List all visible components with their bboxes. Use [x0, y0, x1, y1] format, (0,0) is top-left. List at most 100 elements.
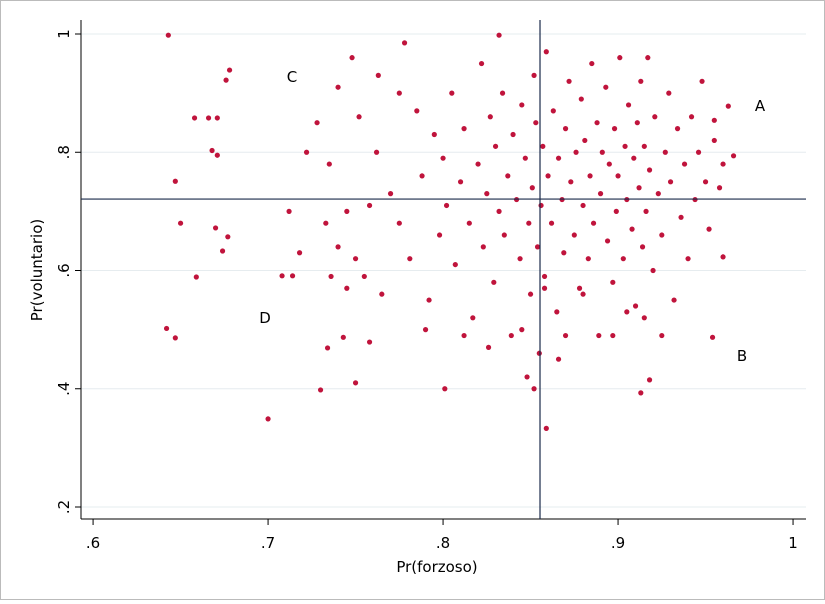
point [452, 261, 458, 268]
point [576, 285, 583, 291]
point [443, 202, 450, 209]
point [361, 273, 367, 280]
point [314, 120, 320, 126]
y-tick-label: .6 [55, 263, 73, 277]
point [662, 149, 668, 155]
point [324, 345, 331, 351]
point [678, 214, 684, 220]
point [349, 55, 355, 61]
point [650, 267, 656, 274]
point [641, 143, 647, 149]
y-tick-label: .8 [55, 145, 73, 159]
point [492, 143, 499, 149]
point [533, 120, 539, 126]
point [646, 167, 653, 173]
point [517, 256, 523, 262]
point [461, 126, 467, 132]
point [457, 179, 464, 185]
point [566, 78, 572, 84]
point [436, 232, 443, 238]
point [655, 191, 661, 197]
point [286, 208, 292, 214]
point [461, 332, 467, 339]
point [699, 78, 705, 84]
point [485, 344, 492, 350]
point [613, 208, 619, 214]
point [352, 380, 359, 386]
point [470, 315, 476, 321]
point [289, 273, 296, 279]
point [191, 115, 198, 121]
point [526, 220, 532, 226]
point [688, 114, 695, 120]
point [571, 232, 577, 238]
point [543, 425, 549, 431]
point [225, 234, 231, 240]
y-tick-label: .4 [55, 382, 73, 396]
point [177, 220, 184, 226]
point [582, 137, 588, 144]
point [480, 244, 486, 250]
point [491, 279, 497, 285]
point [695, 149, 702, 155]
annotation: D [259, 309, 271, 327]
point [604, 238, 611, 244]
point [562, 126, 569, 132]
point [603, 84, 609, 90]
point [659, 232, 665, 238]
point [720, 161, 726, 167]
point [634, 120, 640, 126]
point [172, 178, 178, 184]
point [548, 220, 555, 226]
x-tick-label: .7 [261, 534, 275, 552]
point [587, 173, 593, 179]
point [589, 60, 595, 67]
point [396, 90, 402, 96]
point [638, 390, 644, 396]
x-tick-label: .9 [611, 534, 625, 552]
x-tick-label: .8 [436, 534, 450, 552]
point [501, 232, 507, 238]
point [573, 149, 579, 155]
point [590, 220, 597, 226]
point [538, 202, 544, 209]
point [631, 155, 637, 161]
point [541, 285, 548, 291]
point [545, 173, 551, 179]
point [396, 220, 402, 226]
point [531, 72, 537, 78]
point [449, 90, 455, 96]
point [172, 335, 178, 341]
point [414, 108, 420, 114]
point [344, 285, 350, 291]
point [352, 256, 359, 262]
point [646, 377, 653, 383]
x-tick-label: .6 [86, 534, 100, 552]
point [561, 250, 567, 256]
point [265, 416, 271, 422]
point [387, 191, 394, 197]
point [620, 256, 626, 262]
point [636, 185, 642, 191]
point [711, 137, 717, 144]
point [578, 96, 584, 102]
point [466, 220, 472, 226]
point [550, 108, 556, 114]
point [611, 126, 618, 132]
point [326, 161, 332, 167]
point [541, 273, 548, 280]
point [522, 155, 528, 161]
y-tick-label: .2 [55, 500, 73, 514]
point [366, 202, 373, 209]
point [508, 332, 514, 339]
point [356, 114, 362, 120]
point [543, 49, 549, 55]
annotation: A [755, 97, 766, 115]
point [487, 114, 493, 120]
point [303, 149, 310, 155]
point [540, 143, 546, 149]
point [214, 115, 220, 121]
point [599, 149, 605, 155]
